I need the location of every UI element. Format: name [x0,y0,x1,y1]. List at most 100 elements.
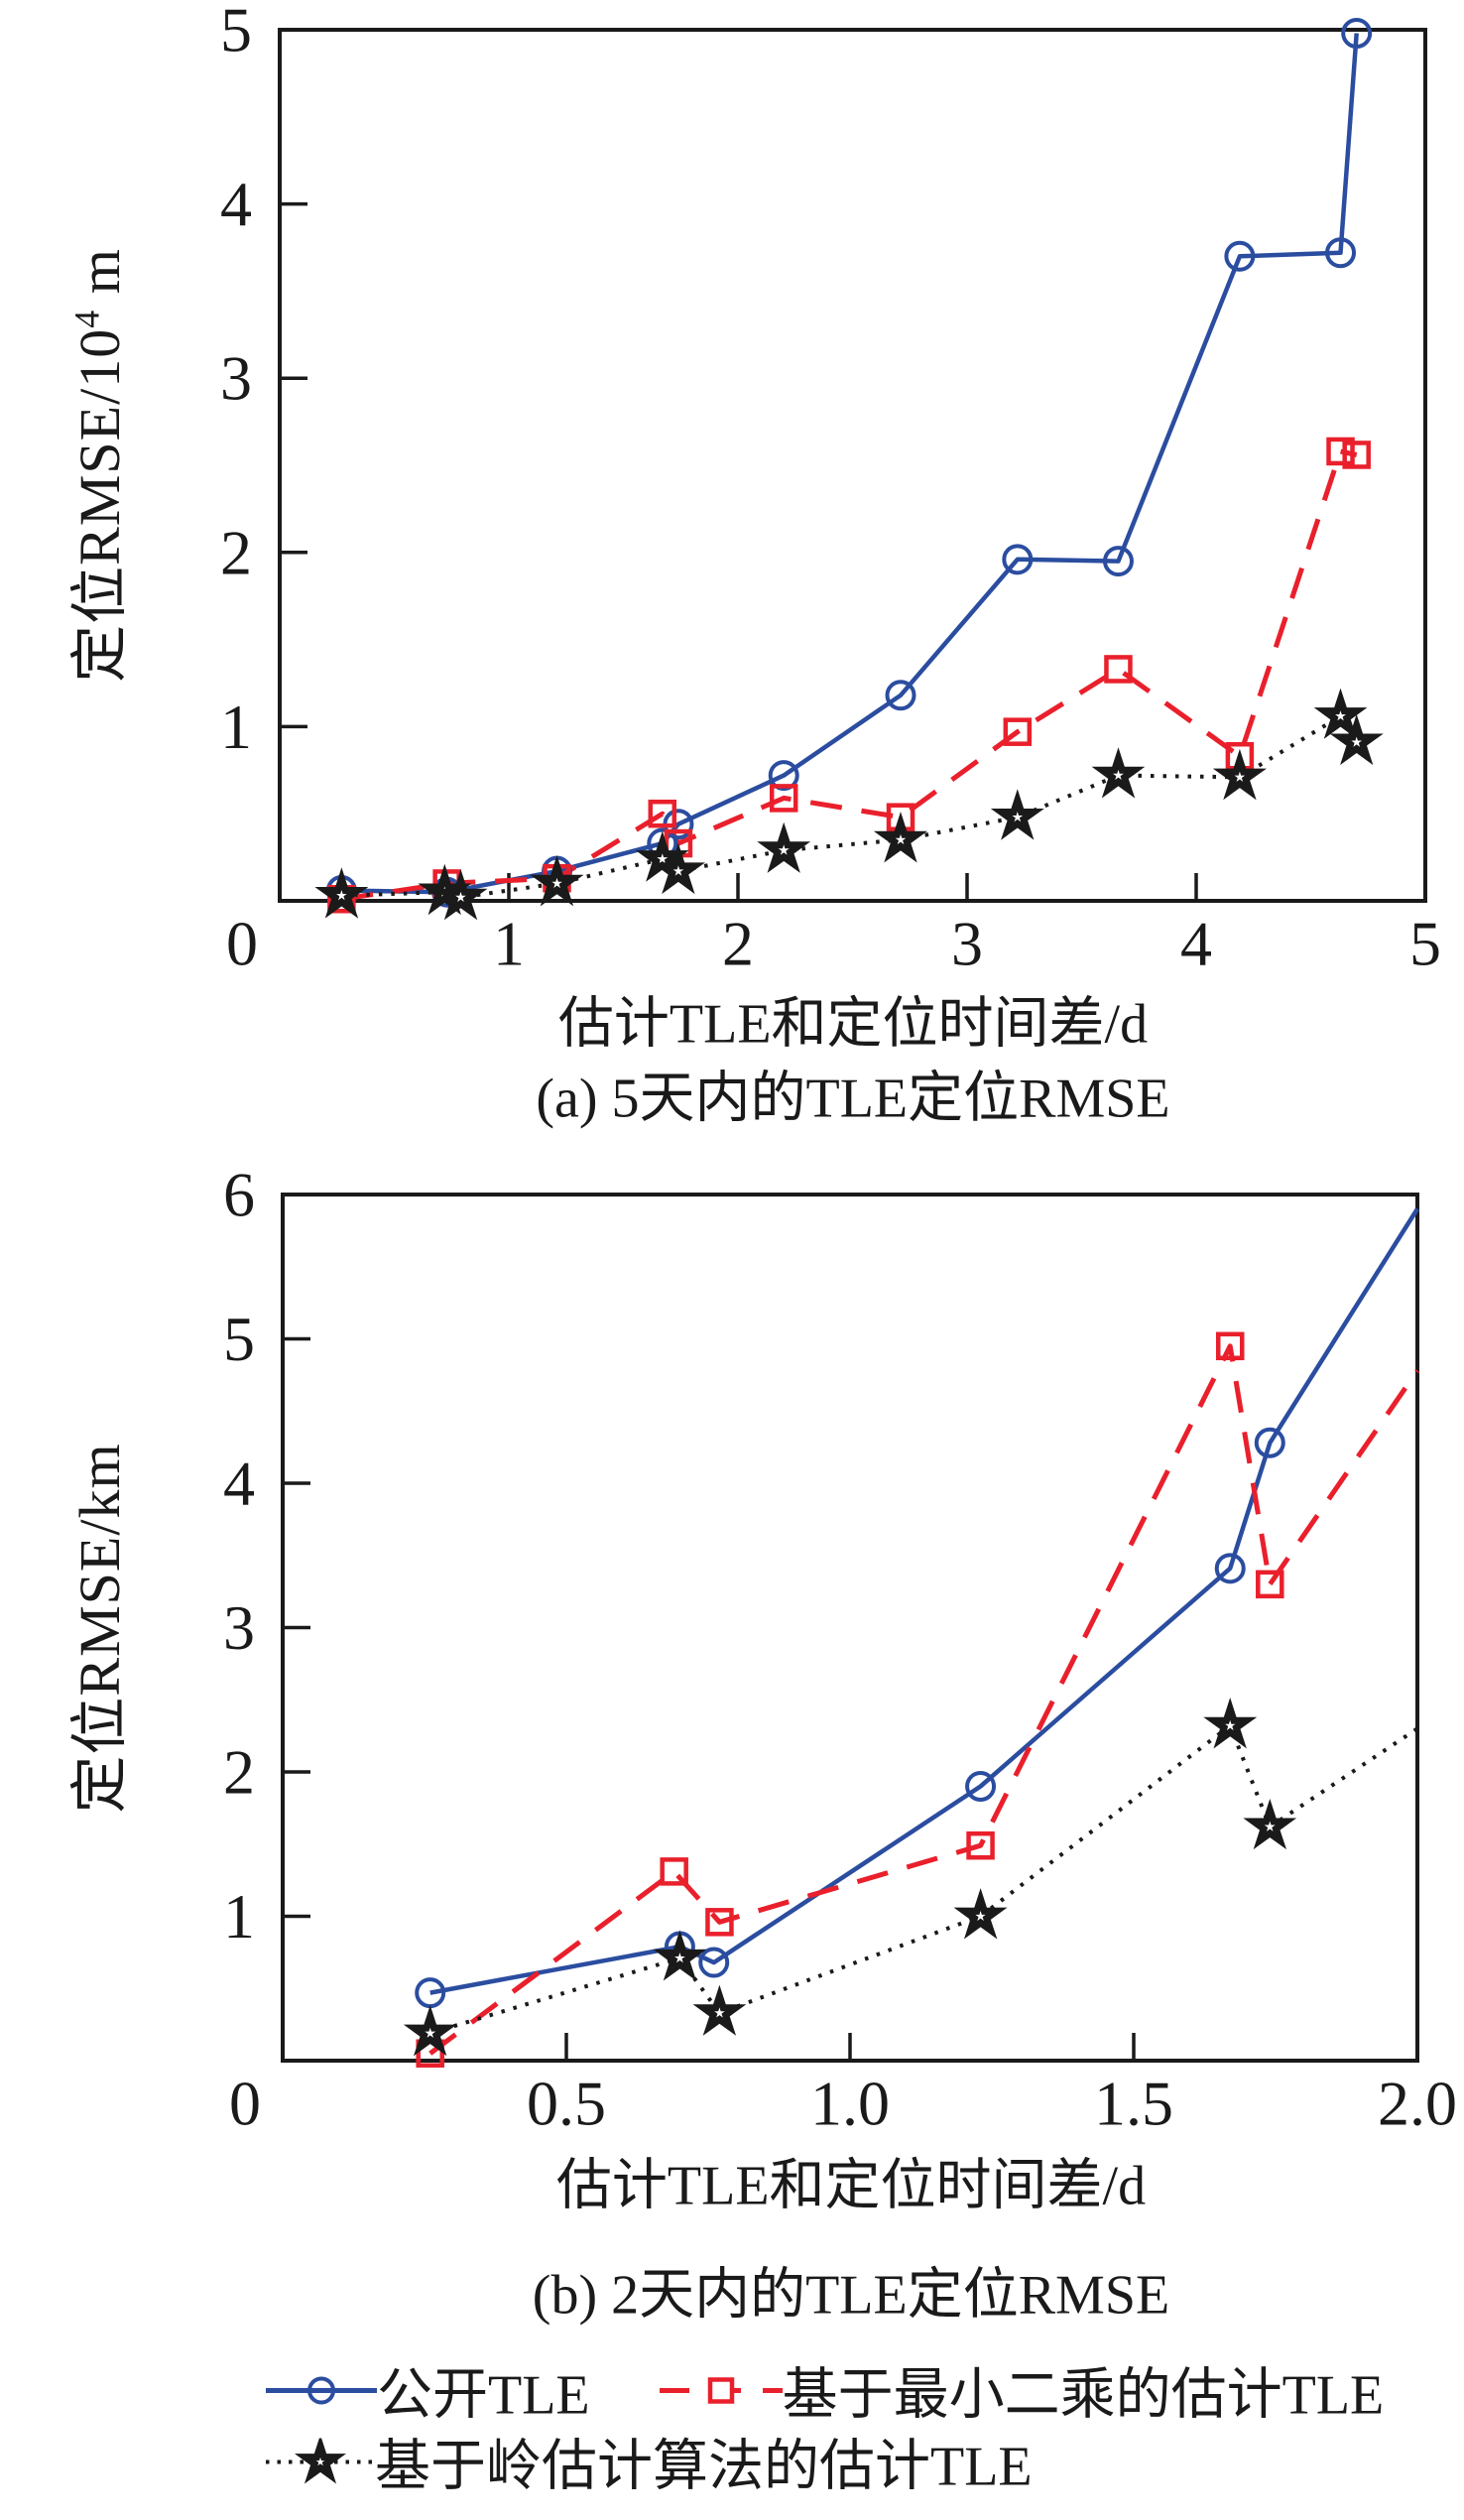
star-marker [403,2005,457,2057]
circle-marker [698,1947,730,1978]
legend-label-ls-tle: 基于最小二乘的估计TLE [782,2364,1385,2427]
square-marker [966,1830,995,1860]
chart-a-x-tick-label: 3 [951,909,983,979]
star-marker [651,842,705,895]
circle-marker [1254,1427,1285,1458]
chart-a-xlabel: 估计TLE和定位时间差/d [557,993,1149,1056]
chart-b-x-tick-label: 1.0 [810,2069,890,2139]
chart-a-public-tle-line [341,33,1359,895]
circle-marker [768,760,799,792]
circle-marker [307,2376,335,2404]
chart-a-x-tick-label: 5 [1409,909,1441,979]
star-marker [953,1888,1008,1940]
chart-b-ls-tle-markers [416,1331,1284,2068]
chart-b-y-tick-label: 1 [223,1881,255,1952]
chart-a-axes-box [278,28,1427,903]
chart-b-x-tick-label: 2.0 [1378,2069,1457,2139]
star-marker [1203,1697,1258,1749]
chart-a-ylabel: 定位RMSE/104 m [53,248,136,683]
chart-b-x-tick-label: 0 [229,2069,261,2139]
chart-b-xlabel: 估计TLE和定位时间差/d [555,2155,1147,2217]
chart-a-y-tick-label: 5 [220,0,252,65]
star-marker [1212,748,1268,801]
star-marker [1243,1798,1297,1850]
chart-a-x-tick-label: 4 [1180,909,1212,979]
chart-a-x-tick-label: 1 [493,909,525,979]
legend-item-ls-tle: 基于最小二乘的估计TLE [659,2350,1385,2431]
star-marker [873,812,928,863]
square-marker [648,799,677,828]
ridge-tle-line-sample-icon [266,2434,375,2485]
chart-b-x-tick-label: 1.5 [1094,2069,1173,2139]
chart-b-y-tick-label: 4 [223,1449,255,1519]
chart-a-y-tick-label: 1 [220,692,252,762]
legend-row-1: 公开TLE 基于最小二乘的估计TLE [266,2350,1384,2431]
chart-a-y-tick-label: 3 [220,343,252,414]
chart-a-y-tick-label: 2 [220,517,252,587]
star-marker [314,867,369,919]
chart-b-x-tick-label: 0.5 [527,2069,606,2139]
chart-a-ylabel-sup: 4 [66,309,107,328]
ls-tle-line-sample-icon [659,2368,783,2412]
legend-row-2: 基于岭估计算法的估计TLE [266,2422,1033,2502]
circle-marker [1224,240,1256,272]
square-marker [1256,1570,1284,1599]
chart-a-ridge-tle-markers [314,688,1384,921]
star-marker [757,821,811,873]
chart-a-ylabel-tail: m [67,248,132,310]
square-marker [1104,655,1133,684]
square-marker [705,1908,734,1937]
chart-b-y-tick-label: 3 [223,1592,255,1663]
chart-a-ls-tle-line [341,448,1358,902]
chart-b-axes-box [281,1193,1419,2063]
star-marker [990,789,1044,840]
star-marker [294,2434,347,2484]
square-marker [660,1857,688,1886]
chart-b-y-tick-label: 2 [223,1737,255,1808]
star-marker [1091,747,1146,799]
legend-item-public-tle: 公开TLE [266,2350,590,2431]
chart-b-ylabel-base: 定位RMSE/km [67,1443,132,1814]
chart-b-ls-tle-line [428,1343,1420,2056]
star-marker [653,1930,707,1981]
star-marker [692,1984,747,2036]
chart-a-public-tle-markers [325,18,1373,908]
chart-b-public-tle-line [429,1207,1419,1995]
star-marker [1313,688,1368,739]
circle-marker [1341,18,1373,50]
chart-a-x-tick-label: 2 [722,909,754,979]
chart-a-ylabel-base: 定位RMSE/10 [67,327,132,683]
square-marker [1215,1331,1245,1361]
chart-b-y-tick-label: 5 [223,1304,255,1374]
chart-a-caption: (a) 5天内的TLE定位RMSE [536,1068,1170,1130]
chart-b-caption: (b) 2天内的TLE定位RMSE [532,2264,1170,2327]
square-marker [707,2376,734,2404]
star-marker [530,854,584,907]
square-marker [1342,441,1371,469]
circle-marker [1325,237,1357,269]
chart-a-ls-tle-markers [327,437,1371,914]
chart-a: 0 1 2 3 4 5 1 2 3 4 5 [220,0,1441,979]
circle-marker [965,1771,997,1803]
chart-b: 0 0.5 1.0 1.5 2.0 1 2 3 4 5 6 [223,1160,1457,2139]
star-marker [1329,713,1384,766]
public-tle-line-sample-icon [266,2368,377,2412]
square-marker [1003,717,1033,746]
chart-a-x-tick-label: 0 [226,909,258,979]
circle-marker [1002,544,1034,575]
chart-a-ridge-tle-line [341,713,1359,900]
circle-marker [1214,1553,1246,1584]
star-marker [433,869,488,921]
circle-marker [1102,546,1134,577]
chart-b-ridge-tle-markers [403,1697,1297,2057]
square-marker [769,784,798,813]
chart-b-public-tle-markers [415,1427,1285,2009]
legend-label-ridge-tle: 基于岭估计算法的估计TLE [375,2436,1033,2498]
chart-b-y-tick-label: 6 [223,1160,255,1230]
circle-marker [885,680,916,711]
legend-item-ridge-tle: 基于岭估计算法的估计TLE [266,2422,1033,2502]
legend-label-public-tle: 公开TLE [377,2364,590,2427]
square-marker [1326,437,1355,466]
